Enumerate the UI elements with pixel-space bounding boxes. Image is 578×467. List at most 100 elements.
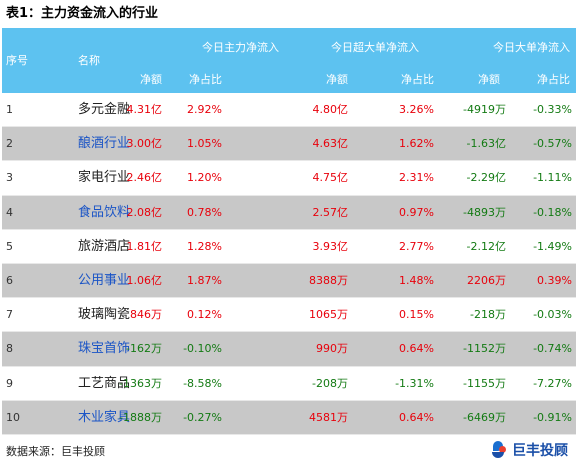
value-cell: -1.11% [533, 171, 572, 185]
value-cell: 2.57亿 [312, 205, 349, 219]
value-cell: -0.03% [533, 308, 572, 322]
industry-name: 食品饮料 [78, 204, 131, 220]
value-cell: -1.31% [395, 376, 434, 390]
value-cell: 4.63亿 [312, 137, 349, 151]
value-cell: 846万 [130, 308, 162, 322]
row-index: 9 [6, 376, 13, 390]
table-title: 表1：主力资金流入的行业 [6, 6, 159, 21]
header-idx: 序号 [6, 54, 28, 67]
value-cell: 1.87% [187, 273, 222, 287]
value-cell: 2.92% [187, 103, 222, 116]
value-cell: 0.15% [399, 308, 434, 322]
row-index: 8 [6, 342, 13, 356]
industry-name: 公用事业 [78, 272, 131, 288]
value-cell: 990万 [316, 342, 348, 356]
row-index: 4 [6, 205, 13, 219]
value-cell: -1152万 [463, 342, 506, 356]
value-cell: -1155万 [463, 376, 506, 390]
data-source: 数据来源：巨丰投顾 [6, 445, 105, 458]
value-cell: 4.75亿 [312, 171, 349, 185]
value-cell: 0.39% [537, 273, 572, 287]
header-sub-3: 净额 [326, 73, 348, 86]
value-cell: 4.31亿 [126, 103, 163, 116]
row-index: 2 [6, 137, 13, 151]
logo-text: 巨丰投顾 [512, 443, 568, 459]
header-sub-4: 净占比 [401, 73, 434, 86]
value-cell: 2206万 [467, 273, 506, 287]
row-index: 6 [6, 273, 13, 287]
table-row: 8 珠宝首饰 -162万 -0.10% 990万 0.64% -1152万 -0.74% [2, 332, 576, 367]
industry-name: 木业家具 [78, 409, 131, 425]
value-cell: 1.81亿 [126, 239, 163, 253]
table-body: 1 多元金融 4.31亿 2.92% 4.80亿 3.26% -4919万 -0.33% 2 酿酒… [2, 93, 576, 435]
value-cell: -0.18% [533, 205, 572, 219]
header-group-large: 今日大单净流入 [493, 41, 570, 54]
row-index: 1 [6, 103, 13, 116]
table-row: 5 旅游酒店 1.81亿 1.28% 3.93亿 2.77% -2.12亿 -1.49% [2, 230, 576, 264]
value-cell: -1888万 [119, 410, 162, 424]
value-cell: 2.31% [399, 171, 434, 185]
value-cell: 2.08亿 [126, 205, 163, 219]
industry-name: 家电行业 [78, 170, 131, 186]
industry-name: 工艺商品 [78, 375, 131, 391]
value-cell: -2.12亿 [466, 239, 506, 253]
row-index: 7 [6, 308, 13, 322]
row-index: 3 [6, 171, 13, 185]
value-cell: 3.93亿 [312, 239, 349, 253]
value-cell: 1065万 [309, 308, 348, 322]
value-cell: 2.77% [399, 239, 434, 253]
industry-name: 玻璃陶瓷 [78, 307, 131, 323]
value-cell: 2.46亿 [126, 171, 163, 185]
row-index: 10 [6, 410, 20, 424]
industry-name: 珠宝首饰 [78, 341, 131, 357]
table-row: 10 木业家具 -1888万 -0.27% 4581万 0.64% -6469万 -0.91% [2, 400, 576, 435]
value-cell: 1.05% [187, 137, 222, 151]
value-cell: 3.00亿 [126, 137, 163, 151]
value-cell: -162万 [126, 342, 162, 356]
header-sub-1: 净额 [140, 73, 162, 86]
industry-name: 酿酒行业 [78, 136, 131, 152]
value-cell: 0.78% [187, 205, 222, 219]
value-cell: 1.06亿 [126, 273, 163, 287]
industry-name: 旅游酒店 [78, 238, 131, 254]
value-cell: -8.58% [183, 376, 222, 390]
value-cell: 1.28% [187, 239, 222, 253]
header-group-super: 今日超大单净流入 [331, 41, 419, 54]
value-cell: 4.80亿 [312, 103, 349, 116]
header-group-main: 今日主力净流入 [202, 41, 279, 54]
value-cell: -7.27% [533, 376, 572, 390]
industry-name: 多元金融 [78, 102, 131, 117]
value-cell: -6469万 [463, 410, 506, 424]
value-cell: -218万 [470, 308, 506, 322]
value-cell: 1.20% [187, 171, 222, 185]
table-header: 序号 名称 今日主力净流入 今日超大单净流入 今日大单净流入 净额 净占比 净额… [2, 28, 576, 93]
header-sub-2: 净占比 [189, 73, 222, 86]
table-row: 2 酿酒行业 3.00亿 1.05% 4.63亿 1.62% -1.63亿 -0.57% [2, 127, 576, 162]
value-cell: -0.57% [533, 137, 572, 151]
value-cell: -2.29亿 [466, 171, 506, 185]
value-cell: -0.10% [183, 342, 222, 356]
value-cell: 0.12% [187, 308, 222, 322]
value-cell: -1363万 [119, 376, 162, 390]
table-row: 1 多元金融 4.31亿 2.92% 4.80亿 3.26% -4919万 -0.33% [2, 93, 576, 128]
value-cell: -4919万 [463, 103, 506, 116]
value-cell: -0.33% [533, 103, 572, 116]
value-cell: -208万 [312, 376, 348, 390]
header-name: 名称 [78, 54, 100, 67]
value-cell: 1.48% [399, 273, 434, 287]
row-index: 5 [6, 239, 13, 253]
table-row: 6 公用事业 1.06亿 1.87% 8388万 1.48% 2206万 0.39% [2, 263, 576, 299]
table-row: 3 家电行业 2.46亿 1.20% 4.75亿 2.31% -2.29亿 -1.11% [2, 161, 576, 196]
value-cell: -1.49% [533, 239, 572, 253]
table-row: 7 玻璃陶瓷 846万 0.12% 1065万 0.15% -218万 -0.03% [2, 298, 576, 333]
table-row: 4 食品饮料 2.08亿 0.78% 2.57亿 0.97% -4893万 -0.18% [2, 195, 576, 230]
value-cell: -0.27% [183, 410, 222, 424]
value-cell: -4893万 [463, 205, 506, 219]
value-cell: 8388万 [309, 273, 348, 287]
industry-flow-table: 序号 名称 今日主力净流入 今日超大单净流入 今日大单净流入 净额 净占比 净额… [2, 28, 576, 435]
value-cell: 0.64% [399, 410, 434, 424]
header-sub-5: 净额 [478, 73, 500, 86]
value-cell: 1.62% [399, 137, 434, 151]
value-cell: 0.64% [399, 342, 434, 356]
value-cell: -0.74% [533, 342, 572, 356]
